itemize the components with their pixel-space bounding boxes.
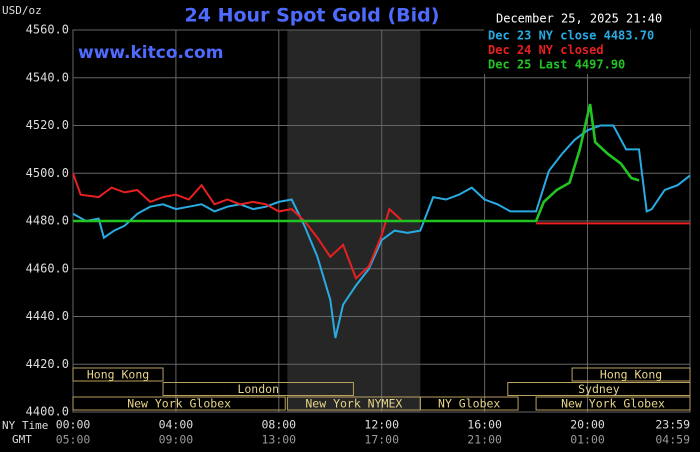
y-tick-label: 4500.0 xyxy=(26,166,69,180)
chart-title: 24 Hour Spot Gold (Bid) xyxy=(185,5,440,27)
session-bar xyxy=(72,396,286,411)
session-label: London xyxy=(237,382,279,396)
session-bar xyxy=(507,382,691,396)
x2-tick-label: 09:00 xyxy=(159,433,194,447)
legend-entry: Dec 23 NY close 4483.70 xyxy=(488,29,654,43)
session-bar xyxy=(162,382,354,396)
series-line xyxy=(73,103,640,223)
session-label: New York Globex xyxy=(127,397,231,411)
watermark: www.kitco.com xyxy=(78,43,223,63)
x-tick-label: 08:00 xyxy=(261,418,296,432)
y-tick-label: 4520.0 xyxy=(26,118,69,132)
x-tick-label: 20:00 xyxy=(570,418,605,432)
session-label: NY Globex xyxy=(438,397,500,411)
x2-tick-label: 17:00 xyxy=(364,433,399,447)
x2-tick-label: 13:00 xyxy=(261,433,296,447)
x-tick-label: 00:00 xyxy=(56,418,91,432)
y-axis-label: USD/oz xyxy=(2,4,42,17)
session-bar xyxy=(72,367,164,382)
legend-box xyxy=(484,28,690,74)
session-label: Hong Kong xyxy=(87,368,149,382)
x2-tick-label: 04:59 xyxy=(655,433,690,447)
x-tick-label: 12:00 xyxy=(364,418,399,432)
x-tick-label: 23:59 xyxy=(655,418,690,432)
x-axis-label: NY Time xyxy=(2,419,48,432)
y-tick-label: 4480.0 xyxy=(26,214,69,228)
x-tick-label: 16:00 xyxy=(467,418,502,432)
y-tick-label: 4460.0 xyxy=(26,261,69,275)
series-line xyxy=(72,172,690,281)
session-bar xyxy=(419,396,519,411)
y-tick-label: 4540.0 xyxy=(26,70,69,84)
session-label: Sydney xyxy=(578,382,620,396)
legend-entry: Dec 25 Last 4497.90 xyxy=(488,58,625,72)
timestamp: December 25, 2025 21:40 xyxy=(496,12,662,26)
x2-axis-label: GMT xyxy=(12,433,32,446)
legend-entry: Dec 24 NY closed xyxy=(488,43,604,57)
x2-tick-label: 21:00 xyxy=(467,433,502,447)
session-label: Hong Kong xyxy=(600,368,662,382)
session-label: New York NYMEX xyxy=(305,397,402,411)
y-tick-label: 4560.0 xyxy=(26,23,69,37)
y-tick-label: 4400.0 xyxy=(26,405,69,419)
session-bar xyxy=(571,367,691,382)
session-bar xyxy=(535,396,691,411)
session-label: New York Globex xyxy=(561,397,665,411)
x2-tick-label: 01:00 xyxy=(570,433,605,447)
x2-tick-label: 05:00 xyxy=(56,433,91,447)
y-tick-label: 4420.0 xyxy=(26,357,69,371)
x-tick-label: 04:00 xyxy=(159,418,194,432)
y-tick-label: 4440.0 xyxy=(26,309,69,323)
